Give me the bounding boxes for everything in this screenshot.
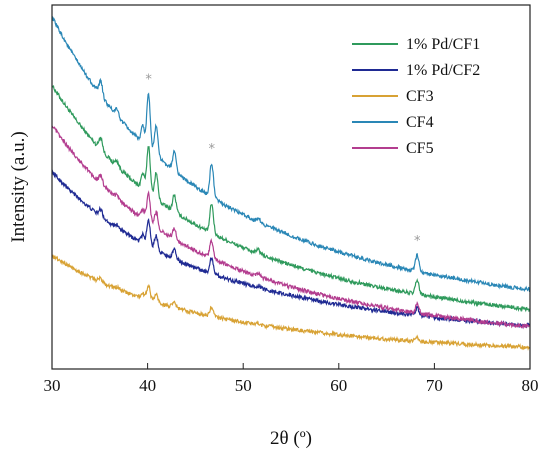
legend: 1% Pd/CF1 1% Pd/CF2 CF3 CF4 CF5: [352, 36, 480, 157]
x-tick-label-50: 50: [235, 376, 252, 395]
x-axis: 30 40 50 60 70 80: [44, 363, 539, 395]
legend-label-3: CF3: [406, 88, 434, 105]
series-line-2: [51, 168, 531, 329]
x-tick-label-70: 70: [426, 376, 443, 395]
plot-frame: [51, 4, 531, 370]
x-axis-label: 2θ (º): [270, 428, 312, 449]
legend-label-2: 1% Pd/CF2: [406, 62, 480, 79]
series-line-1: [51, 85, 531, 313]
legend-label-5: CF5: [406, 140, 434, 157]
series-curves: [51, 16, 531, 351]
x-tick-label-30: 30: [44, 376, 61, 395]
x-tick-label-80: 80: [522, 376, 539, 395]
series-line-5: [51, 125, 531, 330]
x-tick-label-60: 60: [330, 376, 347, 395]
series-line-4: [51, 16, 531, 292]
y-axis-label: Intensity (a.u.): [8, 131, 29, 242]
peak-markers: * * *: [145, 73, 421, 250]
series-line-3: [51, 254, 531, 351]
peak-marker-3: *: [414, 234, 421, 249]
legend-label-1: 1% Pd/CF1: [406, 36, 480, 53]
peak-marker-2: *: [208, 142, 215, 157]
legend-label-4: CF4: [406, 114, 434, 131]
peak-marker-1: *: [145, 73, 152, 88]
x-tick-label-40: 40: [139, 376, 156, 395]
